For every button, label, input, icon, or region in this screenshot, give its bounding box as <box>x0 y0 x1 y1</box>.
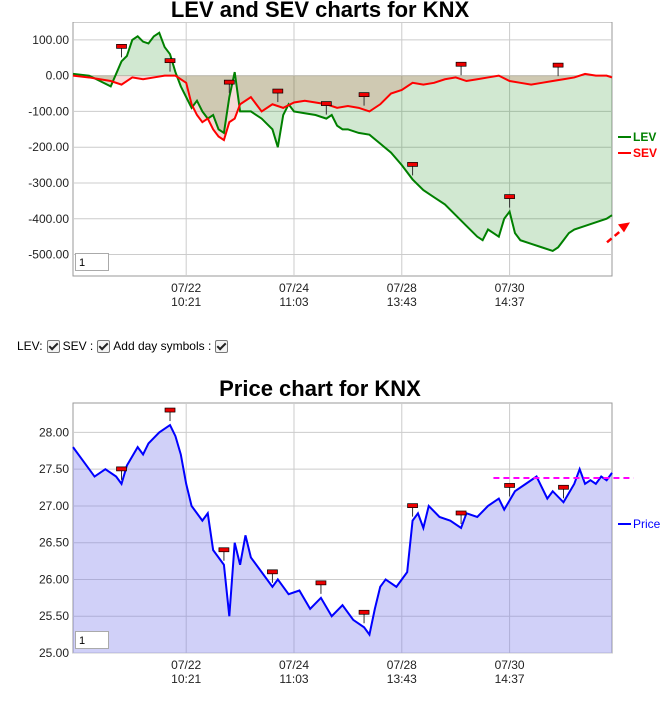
day-marker <box>223 79 235 85</box>
y-tick-label: 25.00 <box>39 646 69 660</box>
price-chart-title: Price chart for KNX <box>219 376 421 401</box>
y-tick-label: 100.00 <box>32 33 69 47</box>
trend-arrow-head <box>618 222 630 233</box>
y-tick-label: -100.00 <box>28 104 69 118</box>
lev-area <box>73 32 612 251</box>
day-marker <box>504 194 515 199</box>
y-tick-label: 26.50 <box>39 536 69 550</box>
day-marker <box>315 580 327 586</box>
x-tick-date: 07/22 <box>171 658 201 672</box>
day-marker <box>358 609 370 615</box>
sev-series-line <box>72 72 613 142</box>
x-tick-date: 07/30 <box>495 281 525 295</box>
x-tick-time: 10:21 <box>171 295 201 309</box>
day-marker <box>164 407 176 413</box>
day-symbols-label: Add day symbols : <box>113 339 212 353</box>
lev-checkbox[interactable] <box>46 339 60 353</box>
price-chart[interactable]: 28.00 27.50 27.00 26.50 26.00 25.50 25.00 07/22… <box>0 400 661 709</box>
day-marker <box>552 62 564 68</box>
y-tick-label: -200.00 <box>28 140 69 154</box>
x-tick-time: 11:03 <box>279 672 308 686</box>
y-tick-label: 25.50 <box>39 609 69 623</box>
x-tick-time: 10:21 <box>171 672 201 686</box>
y-tick-label: -500.00 <box>28 248 69 262</box>
day-marker <box>267 569 278 575</box>
x-tick-date: 07/28 <box>387 281 417 295</box>
y-tick-label: -300.00 <box>28 176 69 190</box>
x-tick-time: 11:03 <box>279 295 308 309</box>
lev-sev-chart[interactable]: 100.00 0.00 -100.00 -200.00 -300.00 -400.00 -5… <box>0 22 661 322</box>
price-zoom-input[interactable]: 1 <box>75 631 109 649</box>
lev-zoom-input[interactable]: 1 <box>75 253 109 271</box>
legend-label-price: Price <box>633 517 661 531</box>
x-tick-date: 07/28 <box>387 658 417 672</box>
y-tick-label: 0.00 <box>46 69 70 83</box>
y-tick-label: -400.00 <box>28 212 69 226</box>
x-tick-time: 13:43 <box>387 672 417 686</box>
day-marker <box>558 484 569 490</box>
y-tick-label: 27.50 <box>39 462 69 476</box>
legend-label-lev: LEV <box>633 130 656 144</box>
day-marker <box>116 44 127 49</box>
legend-label-sev: SEV <box>633 146 657 160</box>
day-marker <box>272 88 284 94</box>
y-tick-label: 28.00 <box>39 425 69 439</box>
day-marker <box>407 162 418 167</box>
lev-toggle-label: LEV: <box>17 339 43 353</box>
x-tick-date: 07/24 <box>279 658 309 672</box>
day-marker <box>455 61 467 67</box>
day-marker <box>320 101 332 106</box>
day-marker <box>116 466 127 472</box>
x-tick-date: 07/30 <box>495 658 525 672</box>
x-tick-time: 13:43 <box>387 295 417 309</box>
day-marker <box>407 503 418 508</box>
sev-toggle-label: SEV : <box>62 339 94 353</box>
x-tick-time: 14:37 <box>495 295 525 309</box>
price-area <box>73 425 612 653</box>
lev-chart-title: LEV and SEV charts for KNX <box>170 0 470 22</box>
lev-series-line <box>72 31 613 253</box>
y-tick-label: 26.00 <box>39 572 69 586</box>
day-marker <box>504 483 515 488</box>
day-marker <box>455 510 467 516</box>
day-marker <box>218 547 230 553</box>
x-tick-date: 07/22 <box>171 281 201 295</box>
day-marker <box>164 58 176 64</box>
day-marker <box>358 92 370 97</box>
y-tick-label: 27.00 <box>39 499 69 513</box>
day-symbols-checkbox[interactable] <box>215 339 229 353</box>
plot-frame <box>72 22 613 277</box>
x-tick-time: 14:37 <box>495 672 525 686</box>
x-tick-date: 07/24 <box>279 281 309 295</box>
chart-controls: LEV: SEV : Add day symbols : <box>17 339 231 353</box>
sev-checkbox[interactable] <box>97 339 111 353</box>
